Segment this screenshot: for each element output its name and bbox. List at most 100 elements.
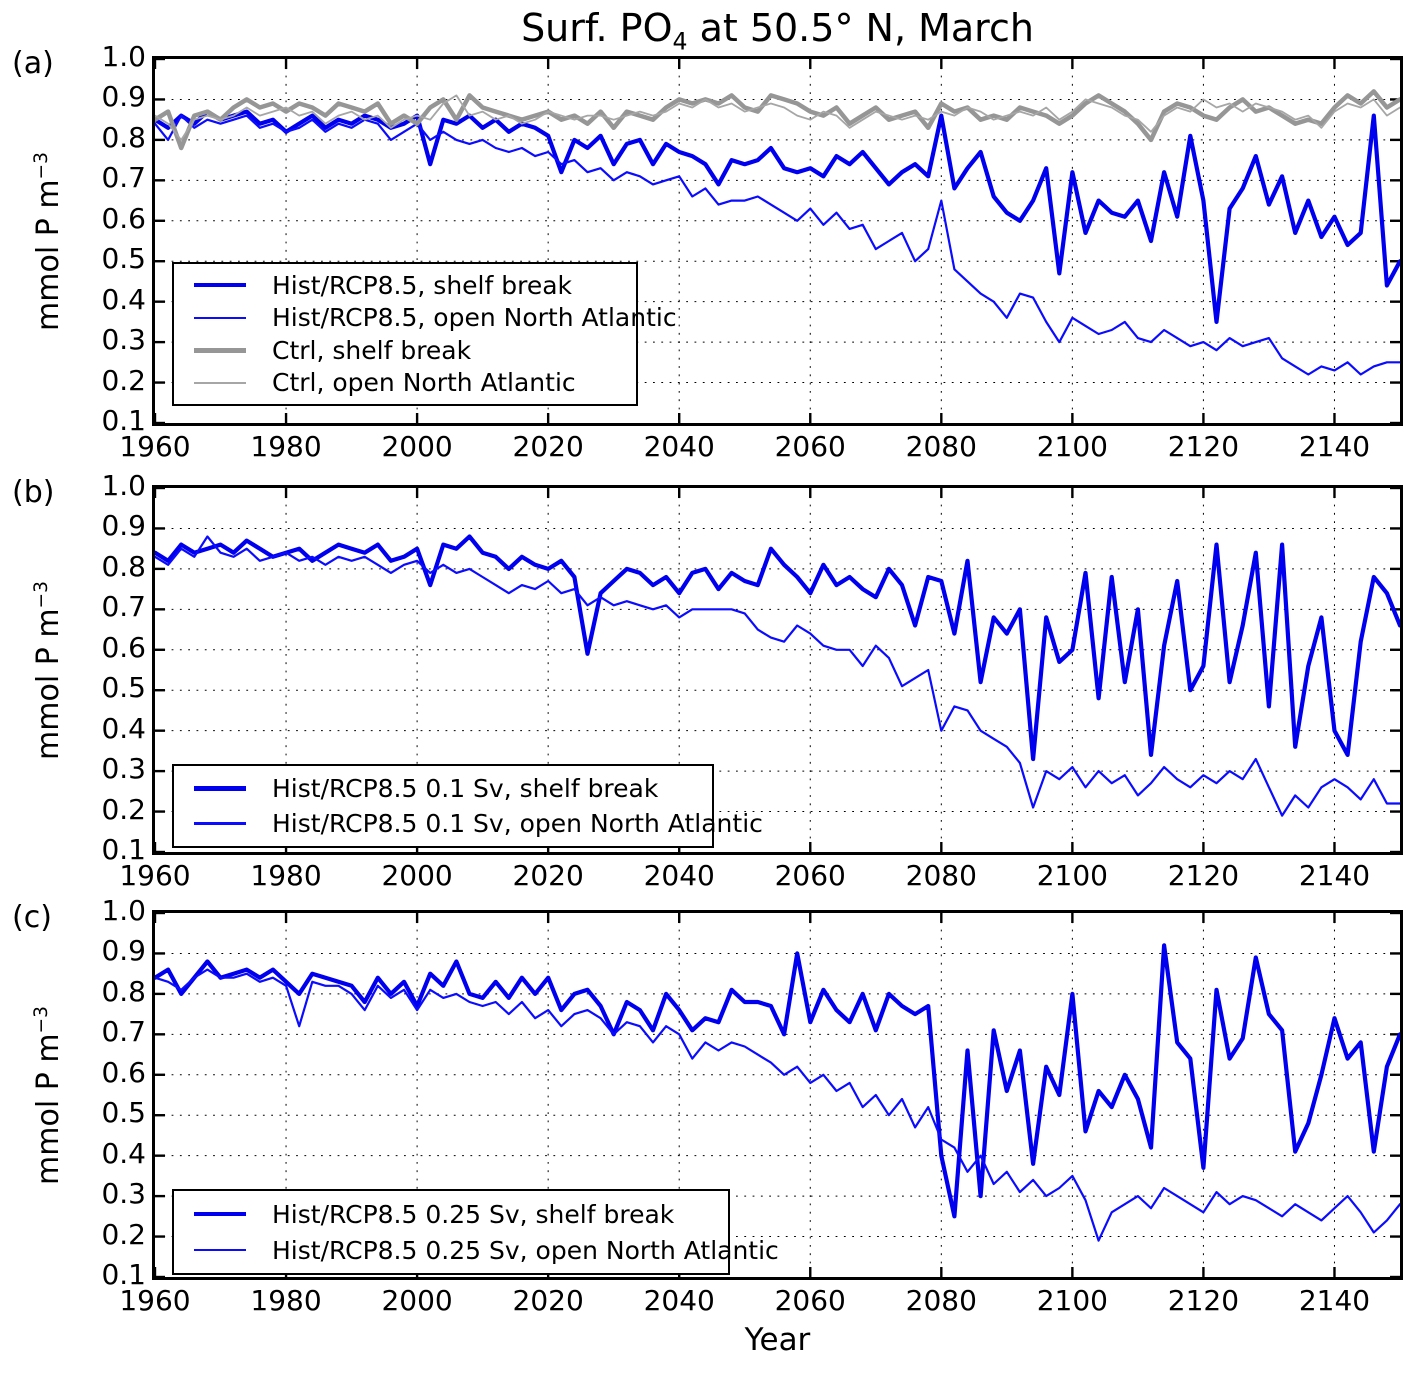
y-axis-label-b: mmol P m−3 (26, 488, 70, 852)
chart-title-sub: 4 (672, 27, 688, 56)
x-tick-label: 1960 (119, 859, 191, 892)
x-tick-label: 1960 (119, 1284, 191, 1317)
y-tick-label: 0.3 (101, 752, 146, 786)
x-tick-label: 1980 (250, 1284, 322, 1317)
y-tick-label: 0.6 (101, 630, 146, 664)
legend-entry: Hist/RCP8.5 0.1 Sv, open North Atlantic (174, 809, 763, 838)
y-tick-label: 0.9 (101, 509, 146, 543)
x-tick-label: 2120 (1167, 1284, 1240, 1317)
series-line-hist-rcp85-01sv-open-north-atlantic (155, 535, 1400, 817)
legend-entry: Hist/RCP8.5 0.25 Sv, shelf break (174, 1200, 728, 1229)
chart-title-pre: Surf. PO (521, 6, 673, 50)
y-tick-label: 0.9 (101, 80, 146, 114)
y-tick-label: 0.3 (101, 1177, 146, 1211)
line-swatch-025sv-shelf (194, 1211, 246, 1217)
x-tick-label: 2080 (905, 430, 977, 463)
x-tick-label: 2020 (512, 859, 584, 892)
y-tick-label: 0.2 (101, 1217, 146, 1251)
y-tick-label: 0.8 (101, 974, 146, 1008)
x-tick-label: 2140 (1298, 1284, 1371, 1317)
y-tick-label: 0.4 (101, 711, 146, 745)
y-tick-label: 1.0 (101, 40, 146, 73)
y-tick-label: 0.9 (101, 934, 146, 968)
y-axis-label-a: mmol P m−3 (26, 59, 70, 423)
legend-label: Hist/RCP8.5 0.1 Sv, shelf break (272, 774, 659, 803)
legend-entry: Hist/RCP8.5, shelf break (174, 271, 636, 300)
y-tick-label: 0.6 (101, 201, 146, 235)
x-tick-label: 2120 (1167, 430, 1240, 463)
panel-label-c: (c) (12, 900, 52, 935)
x-tick-label: 2100 (1036, 859, 1108, 892)
x-axis-label: Year (744, 1322, 811, 1358)
x-tick-label: 2020 (512, 430, 584, 463)
line-swatch-01sv-shelf (194, 786, 246, 791)
series-line-ctrl-open-north-atlantic (155, 94, 1400, 141)
legend-entry: Ctrl, shelf break (174, 336, 636, 365)
y-tick-label: 0.5 (101, 242, 146, 276)
x-tick-label: 2040 (643, 430, 715, 463)
line-swatch-ctrl-shelf (194, 348, 246, 353)
y-tick-label: 1.0 (101, 469, 146, 502)
line-swatch-hist-shelf (194, 283, 246, 288)
x-tick-label: 2020 (512, 1284, 584, 1317)
x-tick-label: 2040 (643, 859, 715, 892)
x-tick-label: 2140 (1298, 430, 1371, 463)
legend-entry: Hist/RCP8.5 0.1 Sv, shelf break (174, 774, 712, 803)
y-tick-label: 0.4 (101, 1136, 146, 1170)
y-tick-label: 0.2 (101, 363, 146, 397)
x-tick-label: 2000 (381, 430, 453, 463)
line-swatch-025sv-open (194, 1248, 246, 1252)
y-tick-label: 0.6 (101, 1055, 146, 1089)
panel-c-plot-svg (155, 913, 1400, 1277)
chart-title-post: at 50.5° N, March (687, 6, 1034, 50)
legend-label: Ctrl, shelf break (272, 335, 472, 365)
legend-panel-c: Hist/RCP8.5 0.25 Sv, shelf break Hist/RC… (172, 1189, 779, 1275)
y-tick-label: 0.5 (101, 671, 146, 705)
line-swatch-ctrl-open (194, 381, 246, 384)
legend-panel-b: Hist/RCP8.5 0.1 Sv, shelf break Hist/RCP… (172, 764, 763, 848)
panel-label-b: (b) (12, 475, 55, 510)
x-tick-label: 1980 (250, 430, 322, 463)
x-tick-label: 2080 (905, 859, 977, 892)
legend-label: Hist/RCP8.5, shelf break (272, 270, 573, 300)
series-line-hist-rcp85-025sv-shelf-break (155, 943, 1400, 1219)
y-axis-label-exponent: −3 (30, 580, 52, 608)
x-tick-label: 2100 (1036, 1284, 1108, 1317)
y-tick-label: 0.1 (101, 1258, 146, 1291)
legend-panel-a: Hist/RCP8.5, shelf break Hist/RCP8.5, op… (172, 262, 677, 406)
y-axis-label-text: mmol P m (30, 1032, 66, 1185)
legend-entry: Hist/RCP8.5, open North Atlantic (174, 303, 677, 332)
series-line-hist-rcp85-01sv-shelf-break (155, 534, 1400, 762)
y-tick-label: 0.2 (101, 792, 146, 826)
line-swatch-01sv-open (194, 822, 246, 825)
x-tick-label: 2080 (905, 1284, 977, 1317)
y-tick-label: 0.7 (101, 590, 146, 624)
x-tick-label: 1980 (250, 859, 322, 892)
y-tick-label: 1.0 (101, 894, 146, 927)
y-tick-label: 0.8 (101, 120, 146, 154)
y-tick-label: 0.7 (101, 161, 146, 195)
x-tick-label: 2060 (774, 1284, 846, 1317)
chart-title: Surf. PO4 at 50.5° N, March (155, 6, 1400, 56)
line-swatch-hist-open (194, 316, 246, 319)
y-tick-label: 0.1 (101, 404, 146, 437)
y-axis-label-exponent: −3 (30, 151, 52, 179)
y-axis-label-c: mmol P m−3 (26, 913, 70, 1277)
legend-label: Hist/RCP8.5 0.1 Sv, open North Atlantic (272, 809, 763, 838)
x-tick-label: 2140 (1298, 859, 1371, 892)
legend-label: Hist/RCP8.5 0.25 Sv, open North Atlantic (272, 1235, 779, 1265)
x-tick-label: 2060 (774, 430, 846, 463)
x-tick-label: 2000 (381, 859, 453, 892)
y-axis-label-text: mmol P m (30, 178, 66, 331)
legend-label: Hist/RCP8.5, open North Atlantic (272, 303, 677, 333)
legend-entry: Ctrl, open North Atlantic (174, 368, 636, 397)
series-line-hist-rcp85-shelf-break (155, 109, 1400, 324)
y-tick-label: 0.3 (101, 323, 146, 357)
legend-label: Hist/RCP8.5 0.25 Sv, shelf break (272, 1199, 675, 1229)
y-tick-label: 0.1 (101, 833, 146, 866)
x-tick-label: 2040 (643, 1284, 715, 1317)
y-tick-label: 0.5 (101, 1096, 146, 1130)
y-tick-label: 0.7 (101, 1015, 146, 1049)
y-tick-label: 0.4 (101, 282, 146, 316)
